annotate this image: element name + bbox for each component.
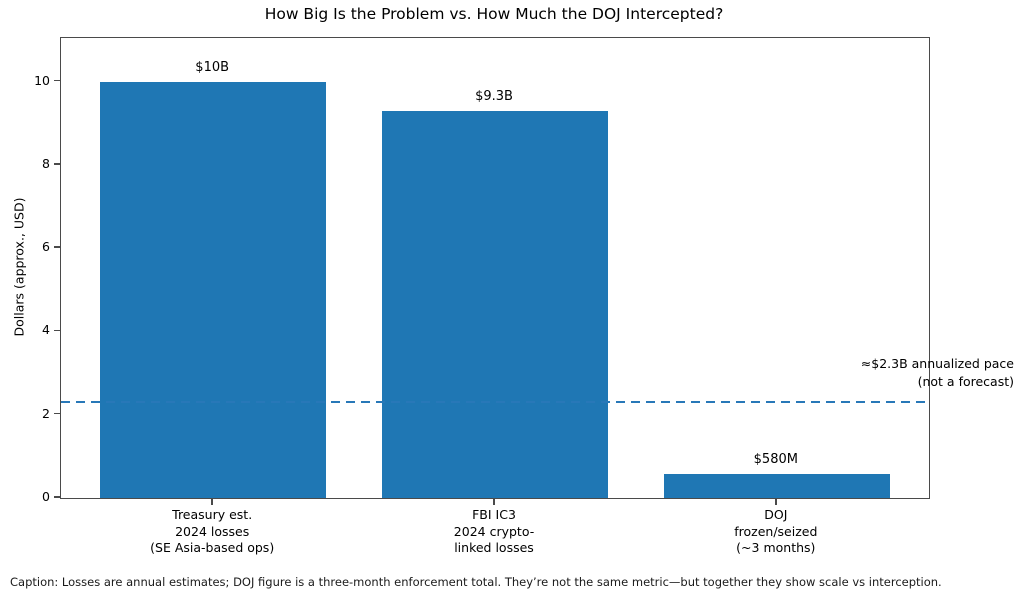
- y-axis-label: Dollars (approx., USD): [11, 197, 27, 337]
- y-tick-label: 0: [42, 489, 50, 504]
- y-tick-mark: [54, 79, 60, 82]
- plot-area: [60, 37, 930, 499]
- bar-value-label: $10B: [195, 59, 230, 75]
- y-tick-mark: [54, 496, 60, 498]
- y-tick-mark: [54, 163, 60, 165]
- reference-line-annotation: ≈$2.3B annualized pace (not a forecast): [860, 356, 1014, 389]
- chart-title: How Big Is the Problem vs. How Much the …: [264, 5, 724, 23]
- x-tick-mark: [211, 498, 213, 505]
- bar-value-label: $9.3B: [475, 88, 513, 104]
- y-tick-label: 8: [42, 155, 50, 171]
- bar-value-label: $580M: [753, 451, 798, 467]
- x-tick-label: DOJ frozen/seized (~3 months): [734, 507, 818, 555]
- bar: [100, 81, 326, 498]
- x-tick-label: FBI IC3 2024 crypto- linked losses: [453, 507, 535, 555]
- reference-dashed-line: [61, 401, 929, 404]
- x-tick-mark: [493, 498, 495, 505]
- bar: [382, 110, 608, 498]
- y-tick-label: 2: [42, 405, 50, 421]
- bar: [664, 473, 890, 498]
- y-tick-label: 4: [42, 322, 50, 338]
- x-tick-mark: [775, 498, 777, 505]
- y-tick-mark: [54, 246, 60, 248]
- y-tick-label: 6: [42, 239, 50, 255]
- y-tick-mark: [54, 412, 60, 415]
- figure-caption: Caption: Losses are annual estimates; DO…: [10, 575, 942, 589]
- y-tick-label: 10: [34, 72, 50, 88]
- y-tick-mark: [54, 329, 60, 332]
- x-tick-label: Treasury est. 2024 losses (SE Asia-based…: [150, 507, 275, 555]
